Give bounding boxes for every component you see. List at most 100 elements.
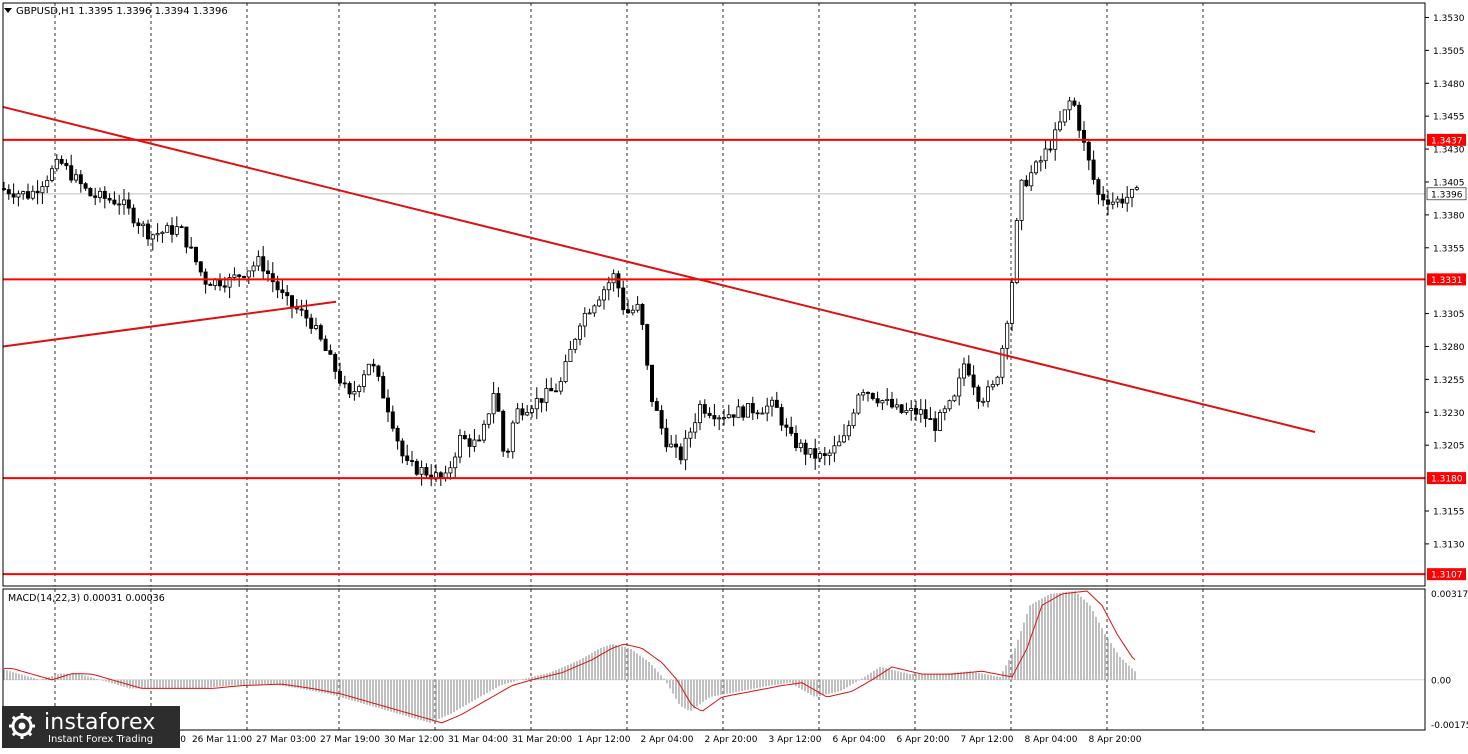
candle <box>683 437 688 461</box>
candle <box>582 313 587 327</box>
candle <box>179 226 184 229</box>
candle <box>237 274 242 277</box>
candle <box>462 435 467 440</box>
candle <box>650 364 655 402</box>
candle <box>779 407 784 426</box>
level-price-tag <box>1427 273 1466 286</box>
candle <box>1072 100 1077 106</box>
x-tick-label: 1 Apr 12:00 <box>578 735 631 745</box>
candle <box>409 460 414 462</box>
macd-signal-line <box>4 590 1136 724</box>
candle <box>875 398 880 404</box>
candle <box>126 199 131 209</box>
candle <box>289 295 294 308</box>
candle <box>1000 347 1005 378</box>
candle <box>448 467 453 474</box>
macd-panel <box>3 590 1136 724</box>
candle <box>837 441 842 447</box>
trendline-1[interactable] <box>2 300 337 348</box>
candle <box>640 303 645 325</box>
x-tick-label: 27 Mar 03:00 <box>256 735 316 745</box>
grid-lines <box>3 3 1425 730</box>
y-tick-label: 1.3530 <box>1433 14 1465 24</box>
level-price-label: 1.3331 <box>1431 276 1463 286</box>
candle <box>544 388 549 403</box>
candle <box>265 270 270 274</box>
y-tick-label: 1.3380 <box>1433 211 1465 221</box>
candle <box>554 390 559 393</box>
candle <box>923 409 928 419</box>
candle <box>323 338 328 351</box>
indicator-frame <box>2 588 1426 731</box>
logo-name: instaforex <box>44 710 156 735</box>
candle <box>481 423 486 441</box>
candle <box>702 404 707 414</box>
candle <box>222 285 227 288</box>
candle <box>698 404 703 424</box>
candle <box>616 273 621 289</box>
candle <box>1014 220 1019 283</box>
candle <box>6 189 11 195</box>
candle <box>342 382 347 385</box>
candle <box>707 412 712 416</box>
y-tick-label: 1.3430 <box>1433 146 1465 156</box>
candle <box>549 388 554 392</box>
x-tick-label: 30 Mar 12:00 <box>384 735 444 745</box>
candle <box>832 445 837 454</box>
candle <box>938 412 943 431</box>
candle <box>1058 121 1063 131</box>
candle <box>621 287 626 311</box>
candle <box>563 361 568 383</box>
candle <box>443 472 448 479</box>
candle <box>318 325 323 340</box>
candle <box>405 455 410 461</box>
candle <box>1101 194 1106 201</box>
candle <box>1005 322 1010 349</box>
chevron-down-icon[interactable] <box>4 8 12 13</box>
candle <box>2 188 7 190</box>
candle <box>870 392 875 400</box>
candle <box>1106 199 1111 205</box>
candle <box>669 443 674 448</box>
candle <box>275 281 280 291</box>
candle <box>501 410 506 452</box>
candle <box>1010 282 1015 324</box>
candle <box>88 187 93 197</box>
candle <box>654 401 659 411</box>
candle <box>933 418 938 431</box>
candle <box>256 256 261 267</box>
candle <box>381 376 386 399</box>
candle <box>102 190 107 199</box>
candle <box>606 282 611 291</box>
candle <box>539 398 544 403</box>
candle <box>141 223 146 227</box>
candle <box>597 299 602 307</box>
candle <box>122 199 127 205</box>
candle <box>842 435 847 443</box>
candle <box>510 422 515 453</box>
candle <box>1043 148 1048 162</box>
level-price-label: 1.3107 <box>1431 571 1463 581</box>
candle <box>1029 172 1034 187</box>
candle <box>760 412 765 415</box>
candle <box>83 183 88 189</box>
candle <box>280 289 285 293</box>
main-frame <box>2 2 1426 587</box>
candle <box>376 365 381 377</box>
candle <box>165 225 170 233</box>
last-price-tag <box>1426 187 1467 201</box>
candle <box>371 363 376 367</box>
candle <box>395 427 400 442</box>
y-tick-label: 1.3355 <box>1433 244 1465 254</box>
macd-y-tick-label: 0.00 <box>1431 676 1451 686</box>
candle <box>419 467 424 475</box>
x-tick-label: 6 Apr 20:00 <box>897 735 950 745</box>
candle <box>74 174 79 181</box>
candle <box>299 308 304 311</box>
trendline-0[interactable] <box>2 105 1316 433</box>
candle <box>952 395 957 402</box>
candle <box>472 439 477 447</box>
candle <box>664 427 669 448</box>
candle <box>947 400 952 410</box>
